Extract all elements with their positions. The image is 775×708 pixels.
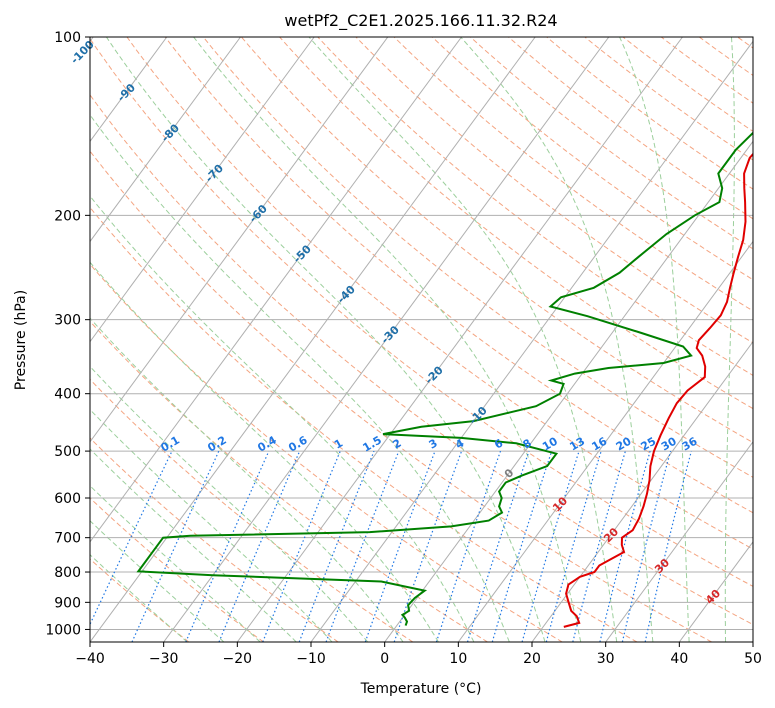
y-tick-label: 200	[54, 208, 81, 224]
mixing-ratio-line	[393, 450, 463, 642]
mixing-ratio-line	[491, 450, 553, 642]
y-tick-label: 900	[54, 595, 81, 611]
x-tick-label: 0	[380, 651, 389, 667]
dry-adiabat	[90, 263, 563, 642]
profile-lines	[136, 131, 753, 628]
isotherm-line	[163, 37, 610, 642]
moist-adiabat	[619, 37, 690, 642]
y-tick-label: 500	[54, 444, 81, 460]
mixing-ratio-line	[298, 450, 375, 642]
x-tick-label: −40	[75, 651, 105, 667]
x-tick-label: 40	[670, 651, 688, 667]
isotherm-line	[457, 240, 753, 642]
moist-adiabat	[90, 261, 439, 642]
dry-adiabat	[279, 37, 753, 410]
dry-adiabat	[90, 558, 190, 642]
moist-adiabat	[90, 195, 475, 642]
x-tick-label: 50	[744, 651, 762, 667]
dry-adiabat	[90, 206, 638, 642]
isotherm-line	[384, 140, 753, 642]
moist-adiabat	[193, 37, 582, 642]
y-tick-label: 400	[54, 387, 81, 403]
mixing-ratio-line	[599, 450, 651, 642]
moist-adiabat	[90, 365, 369, 642]
plot-frame	[89, 36, 754, 643]
x-tick-label: −10	[296, 651, 326, 667]
mixing-ratio-line	[185, 450, 270, 642]
moist-adiabat	[90, 448, 297, 642]
y-tick-label: 1000	[45, 622, 81, 638]
dry-adiabat	[90, 150, 712, 642]
dry-adiabat	[126, 37, 753, 550]
y-axis-title: Pressure (hPa)	[13, 290, 29, 390]
y-tick-label: 700	[54, 531, 81, 547]
moist-adiabat	[90, 114, 510, 642]
dry-adiabat	[164, 37, 753, 514]
temperature-line	[563, 152, 753, 628]
isotherm-line	[90, 37, 389, 443]
isotherm-line	[90, 37, 536, 642]
x-tick-label: −20	[223, 651, 253, 667]
dry-adiabat	[90, 94, 753, 626]
moist-adiabat	[90, 408, 333, 642]
moist-adiabat	[105, 37, 546, 642]
isotherm-line	[605, 440, 753, 642]
y-axis: 100 200 300 400 500 600 700 800 900 1000	[45, 30, 90, 638]
isotherm-line	[90, 37, 315, 343]
x-axis-title: Temperature (°C)	[360, 681, 482, 697]
x-tick-label: 10	[449, 651, 467, 667]
dry-adiabat	[393, 37, 753, 312]
x-tick-label: 20	[523, 651, 541, 667]
x-tick-label: −30	[149, 651, 179, 667]
isotherm-line	[310, 40, 753, 642]
x-axis: −40 −30 −20 −10 0 10 20 30 40 50	[75, 642, 762, 667]
dry-adiabat	[90, 37, 753, 587]
mixing-ratio-line	[466, 450, 530, 642]
chart-title: wetPf2_C2E1.2025.166.11.32.R24	[284, 11, 557, 31]
moist-adiabat	[308, 37, 618, 642]
isotherm-line	[531, 340, 753, 642]
background-lines	[90, 37, 753, 642]
y-tick-label: 300	[54, 313, 81, 329]
isotherm-line	[236, 37, 683, 642]
mixing-ratio-line	[325, 450, 400, 642]
mixing-ratio-line	[435, 450, 502, 642]
isotherm-line	[90, 37, 168, 143]
moist-adiabat	[90, 317, 404, 642]
mixing-ratio-line	[262, 450, 341, 642]
isotherm-line	[90, 37, 241, 243]
mixing-ratio-line	[521, 450, 580, 642]
mixing-ratio-line	[218, 450, 301, 642]
mixing-ratio-line	[644, 450, 692, 642]
mixing-ratio-line	[545, 450, 602, 642]
mixing-ratio-line	[621, 450, 672, 642]
dewpoint-line	[136, 131, 753, 626]
mixing-ratio-line	[572, 450, 626, 642]
y-tick-label: 100	[54, 30, 81, 46]
x-tick-label: 30	[597, 651, 615, 667]
mixing-ratio-line	[364, 450, 436, 642]
y-tick-label: 600	[54, 491, 81, 507]
y-tick-label: 800	[54, 565, 81, 581]
